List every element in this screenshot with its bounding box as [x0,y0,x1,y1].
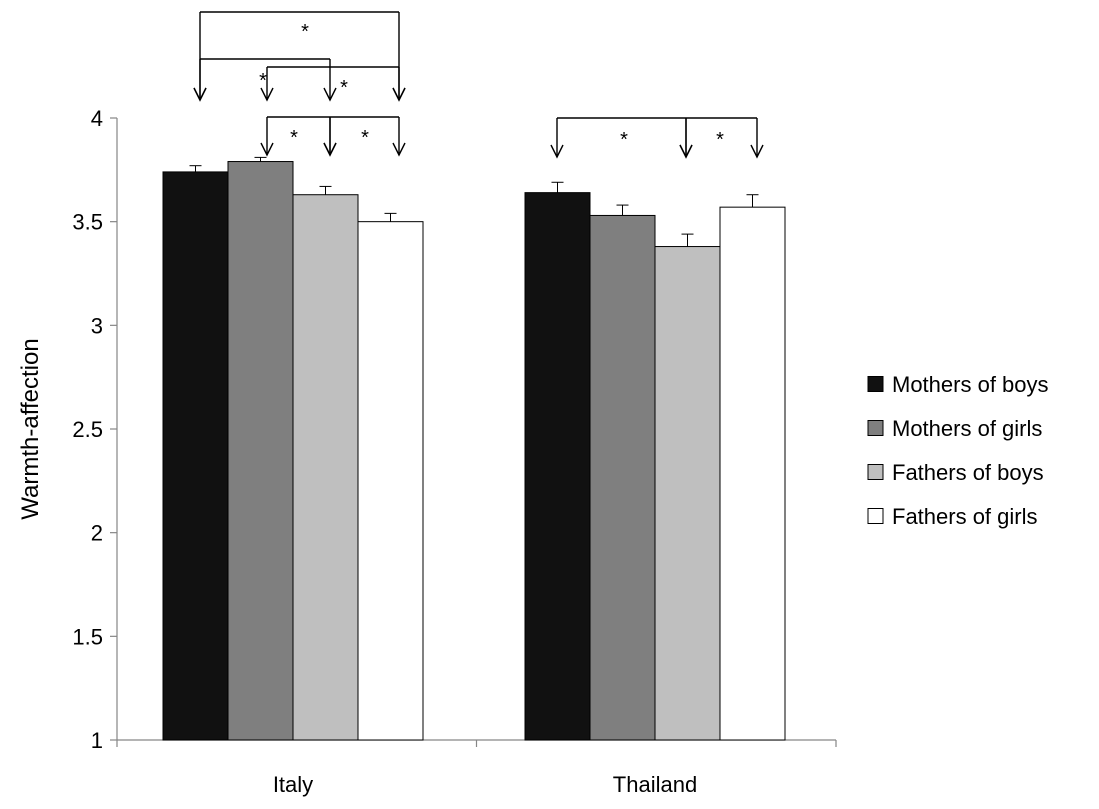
significance-star: * [259,70,267,92]
y-tick-label: 2 [91,521,103,546]
y-axis-title: Warmth-affection [17,338,44,519]
bar [589,214,656,741]
y-tick-label: 1 [91,728,103,753]
arrow-head [193,87,207,102]
y-tick-label: 4 [91,106,103,131]
bar [524,192,591,741]
bar [654,246,721,741]
arrow-head [392,142,406,157]
legend-label: Mothers of girls [892,416,1042,441]
arrow-head [260,142,274,157]
x-category-label: Thailand [613,772,697,797]
y-tick-label: 2.5 [72,417,103,442]
bar [162,171,229,741]
significance-star: * [716,129,724,151]
bar [357,221,424,741]
significance-star: * [620,129,628,151]
bar [292,194,359,741]
significance-star: * [290,127,298,149]
y-tick-label: 1.5 [72,624,103,649]
legend: Mothers of boys Mothers of girls Fathers o… [867,372,1049,529]
arrow-head [323,142,337,157]
significance-brackets: * * * * * * * [193,11,764,159]
arrow-head [392,87,406,102]
legend-label: Mothers of boys [892,372,1049,397]
legend-swatch [867,464,884,480]
legend-swatch [867,508,884,524]
axes: 1 1.5 2 2.5 3 3.5 4 Italy Thailand Warmth-affecti… [17,106,837,797]
x-category-label: Italy [273,772,313,797]
bar [719,206,786,741]
significance-star: * [340,77,348,99]
bars [162,156,786,741]
arrow-head [550,144,564,159]
y-tick-label: 3 [91,313,103,338]
arrow-head [323,87,337,102]
significance-star: * [301,21,309,43]
legend-label: Fathers of boys [892,460,1044,485]
y-tick-label: 3.5 [72,210,103,235]
significance-star: * [361,127,369,149]
legend-swatch [867,420,884,436]
arrow-head [750,144,764,159]
legend-label: Fathers of girls [892,504,1038,529]
arrow-head [679,144,693,159]
arrow-head [260,87,274,102]
legend-swatch [867,376,884,392]
bar [227,161,294,741]
